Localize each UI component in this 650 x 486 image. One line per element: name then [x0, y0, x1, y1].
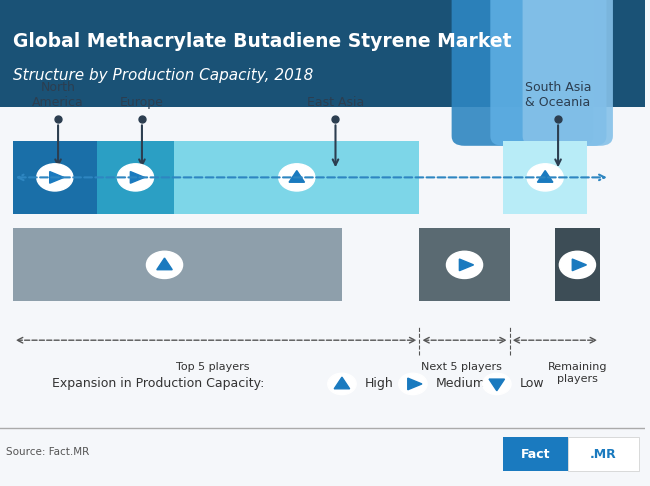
Polygon shape — [334, 377, 350, 389]
Polygon shape — [538, 171, 553, 182]
FancyBboxPatch shape — [452, 0, 593, 146]
Text: Europe: Europe — [120, 96, 164, 109]
Bar — [503, 141, 587, 214]
Text: Source: Fact.MR: Source: Fact.MR — [6, 447, 90, 457]
Text: .MR: .MR — [590, 448, 617, 461]
Polygon shape — [131, 172, 144, 183]
Polygon shape — [157, 258, 172, 270]
Polygon shape — [489, 379, 504, 391]
Text: Structure by Production Capacity, 2018: Structure by Production Capacity, 2018 — [13, 68, 313, 83]
Polygon shape — [408, 378, 422, 390]
Text: High: High — [365, 378, 393, 390]
FancyBboxPatch shape — [503, 437, 567, 471]
Circle shape — [279, 164, 315, 191]
Circle shape — [118, 164, 153, 191]
Circle shape — [37, 164, 73, 191]
Polygon shape — [49, 172, 64, 183]
Polygon shape — [289, 171, 304, 182]
Bar — [174, 141, 419, 214]
FancyBboxPatch shape — [567, 437, 639, 471]
Polygon shape — [460, 259, 474, 271]
Text: North
America: North America — [32, 81, 84, 109]
Circle shape — [398, 373, 427, 395]
FancyBboxPatch shape — [523, 0, 613, 146]
Text: East Asia: East Asia — [307, 96, 364, 109]
Bar — [419, 228, 510, 301]
Text: Medium: Medium — [436, 378, 486, 390]
Text: Global Methacrylate Butadiene Styrene Market: Global Methacrylate Butadiene Styrene Ma… — [13, 32, 512, 51]
Circle shape — [527, 164, 564, 191]
Bar — [555, 228, 600, 301]
Text: Top 5 players: Top 5 players — [176, 362, 250, 372]
Bar — [174, 228, 342, 301]
Text: Next 5 players: Next 5 players — [421, 362, 502, 372]
Text: Low: Low — [519, 378, 544, 390]
Circle shape — [328, 373, 356, 395]
Text: Expansion in Production Capacity:: Expansion in Production Capacity: — [51, 378, 264, 390]
Text: South Asia
& Oceania: South Asia & Oceania — [525, 81, 592, 109]
Text: Remaining
players: Remaining players — [548, 362, 607, 383]
Bar — [13, 228, 174, 301]
FancyBboxPatch shape — [490, 0, 606, 146]
FancyBboxPatch shape — [0, 0, 645, 107]
Circle shape — [560, 251, 595, 278]
Circle shape — [146, 251, 183, 278]
Bar — [13, 141, 97, 214]
Circle shape — [482, 373, 511, 395]
Bar — [97, 141, 174, 214]
Polygon shape — [572, 259, 586, 271]
Circle shape — [447, 251, 482, 278]
Text: Fact: Fact — [521, 448, 551, 461]
